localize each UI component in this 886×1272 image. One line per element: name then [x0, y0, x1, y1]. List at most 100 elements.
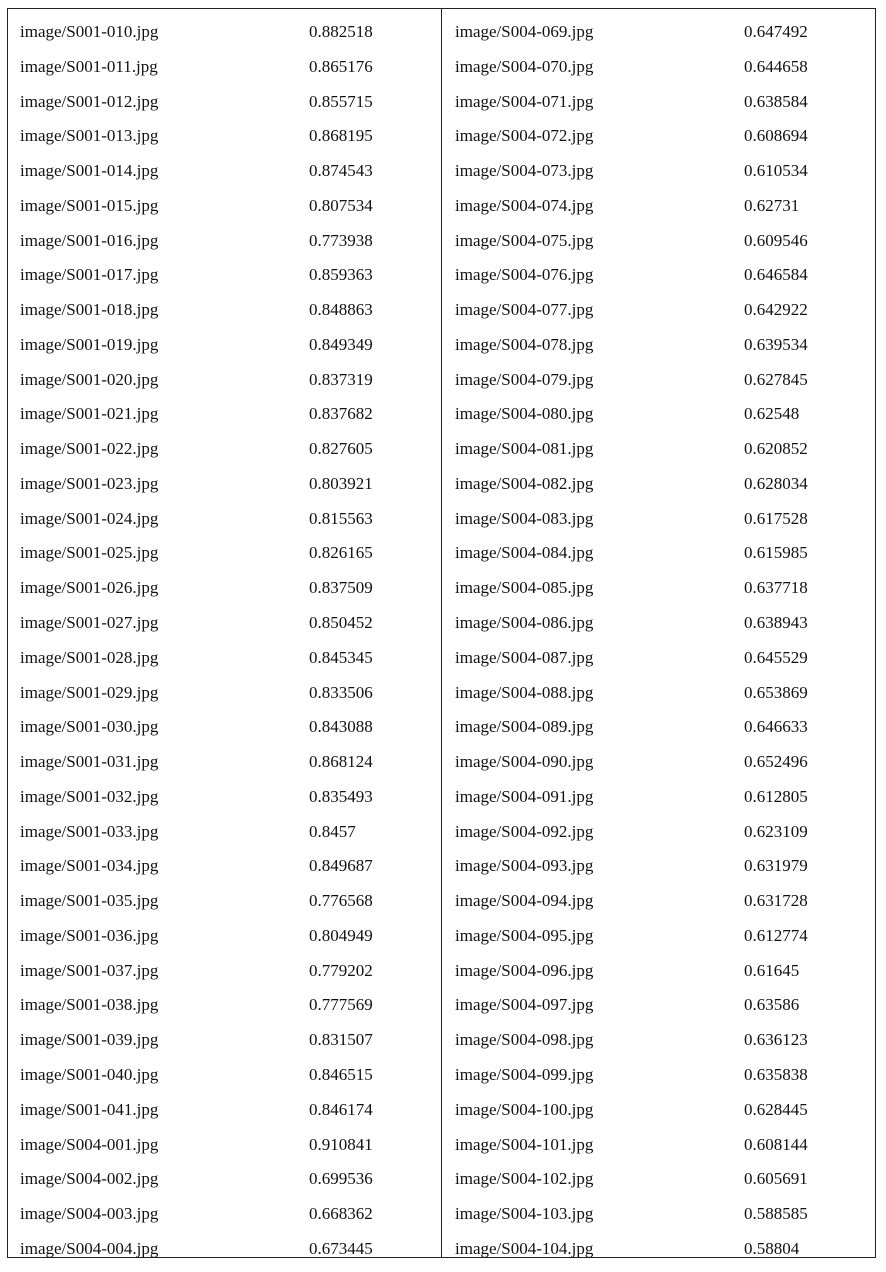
- file-name: image/S004-072.jpg: [455, 126, 594, 146]
- file-name: image/S001-015.jpg: [20, 195, 159, 215]
- score-value: 0.631979: [744, 856, 808, 876]
- file-name: image/S001-023.jpg: [20, 473, 159, 493]
- score-value: 0.882518: [309, 22, 373, 41]
- file-name: image/S004-081.jpg: [455, 439, 594, 459]
- score-value: 0.8457: [309, 821, 356, 841]
- file-name: image/S004-097.jpg: [455, 995, 594, 1015]
- score-value: 0.636123: [744, 1030, 808, 1050]
- score-value: 0.612805: [744, 786, 808, 806]
- file-name: image/S001-028.jpg: [20, 647, 159, 667]
- file-name: image/S004-091.jpg: [455, 786, 594, 806]
- file-name: image/S001-037.jpg: [20, 960, 159, 980]
- file-name: image/S004-085.jpg: [455, 578, 594, 598]
- score-value: 0.803921: [309, 473, 373, 493]
- score-value: 0.617528: [744, 508, 808, 528]
- column-divider: [441, 8, 442, 1258]
- score-value: 0.646584: [744, 265, 808, 285]
- score-value: 0.620852: [744, 439, 808, 459]
- score-value: 0.62731: [744, 195, 800, 215]
- file-name: image/S004-074.jpg: [455, 195, 594, 215]
- file-name: image/S001-026.jpg: [20, 578, 159, 598]
- score-value: 0.58804: [744, 1238, 800, 1258]
- score-value: 0.849687: [309, 856, 373, 876]
- file-name: image/S004-077.jpg: [455, 300, 594, 320]
- score-value: 0.855715: [309, 91, 373, 111]
- file-name: image/S001-030.jpg: [20, 717, 159, 737]
- score-value: 0.859363: [309, 265, 373, 285]
- file-name: image/S001-034.jpg: [20, 856, 159, 876]
- score-value: 0.61645: [744, 960, 800, 980]
- score-value: 0.62548: [744, 404, 800, 424]
- file-name: image/S004-075.jpg: [455, 230, 594, 250]
- score-value: 0.865176: [309, 56, 373, 76]
- score-value: 0.773938: [309, 230, 373, 250]
- score-value: 0.815563: [309, 508, 373, 528]
- score-value: 0.807534: [309, 195, 373, 215]
- file-name: image/S004-095.jpg: [455, 925, 594, 945]
- file-name: image/S004-080.jpg: [455, 404, 594, 424]
- score-value: 0.850452: [309, 613, 373, 633]
- file-name: image/S004-069.jpg: [455, 22, 594, 41]
- score-value: 0.645529: [744, 647, 808, 667]
- file-name: image/S004-004.jpg: [20, 1238, 159, 1258]
- score-value: 0.646633: [744, 717, 808, 737]
- file-name: image/S004-087.jpg: [455, 647, 594, 667]
- file-name: image/S004-088.jpg: [455, 682, 594, 702]
- score-value: 0.605691: [744, 1169, 808, 1189]
- score-value: 0.846174: [309, 1099, 373, 1119]
- score-value: 0.638943: [744, 613, 808, 633]
- file-name: image/S001-041.jpg: [20, 1099, 159, 1119]
- score-value: 0.848863: [309, 300, 373, 320]
- score-value: 0.668362: [309, 1204, 373, 1224]
- score-value: 0.642922: [744, 300, 808, 320]
- file-name: image/S004-076.jpg: [455, 265, 594, 285]
- score-value: 0.653869: [744, 682, 808, 702]
- file-name: image/S001-025.jpg: [20, 543, 159, 563]
- score-value: 0.609546: [744, 230, 808, 250]
- score-value: 0.647492: [744, 22, 808, 41]
- file-name: image/S004-073.jpg: [455, 161, 594, 181]
- file-name: image/S001-031.jpg: [20, 752, 159, 772]
- file-name: image/S004-070.jpg: [455, 56, 594, 76]
- file-name: image/S001-022.jpg: [20, 439, 159, 459]
- file-name: image/S004-094.jpg: [455, 891, 594, 911]
- score-value: 0.868124: [309, 752, 373, 772]
- file-name: image/S001-013.jpg: [20, 126, 159, 146]
- file-name: image/S001-032.jpg: [20, 786, 159, 806]
- file-name: image/S004-102.jpg: [455, 1169, 594, 1189]
- score-value: 0.845345: [309, 647, 373, 667]
- file-name: image/S001-027.jpg: [20, 613, 159, 633]
- file-name: image/S004-099.jpg: [455, 1064, 594, 1084]
- score-value: 0.610534: [744, 161, 808, 181]
- file-name: image/S001-018.jpg: [20, 300, 159, 320]
- file-name: image/S001-017.jpg: [20, 265, 159, 285]
- score-value: 0.779202: [309, 960, 373, 980]
- file-name: image/S004-096.jpg: [455, 960, 594, 980]
- score-value: 0.835493: [309, 786, 373, 806]
- file-name: image/S004-082.jpg: [455, 473, 594, 493]
- score-value: 0.631728: [744, 891, 808, 911]
- file-name: image/S004-098.jpg: [455, 1030, 594, 1050]
- file-name: image/S004-100.jpg: [455, 1099, 594, 1119]
- file-name: image/S001-010.jpg: [20, 22, 159, 41]
- file-name: image/S004-071.jpg: [455, 91, 594, 111]
- file-name: image/S001-039.jpg: [20, 1030, 159, 1050]
- file-name: image/S001-020.jpg: [20, 369, 159, 389]
- score-value: 0.777569: [309, 995, 373, 1015]
- score-value: 0.868195: [309, 126, 373, 146]
- file-name: image/S004-103.jpg: [455, 1204, 594, 1224]
- file-name: image/S001-011.jpg: [20, 56, 158, 76]
- score-value: 0.827605: [309, 439, 373, 459]
- score-value: 0.826165: [309, 543, 373, 563]
- file-name: image/S001-012.jpg: [20, 91, 159, 111]
- file-name: image/S004-104.jpg: [455, 1238, 594, 1258]
- score-value: 0.776568: [309, 891, 373, 911]
- score-value: 0.874543: [309, 161, 373, 181]
- file-name: image/S001-038.jpg: [20, 995, 159, 1015]
- score-value: 0.608694: [744, 126, 808, 146]
- score-value: 0.849349: [309, 334, 373, 354]
- score-value: 0.843088: [309, 717, 373, 737]
- file-name: image/S004-092.jpg: [455, 821, 594, 841]
- file-name: image/S004-090.jpg: [455, 752, 594, 772]
- score-value: 0.637718: [744, 578, 808, 598]
